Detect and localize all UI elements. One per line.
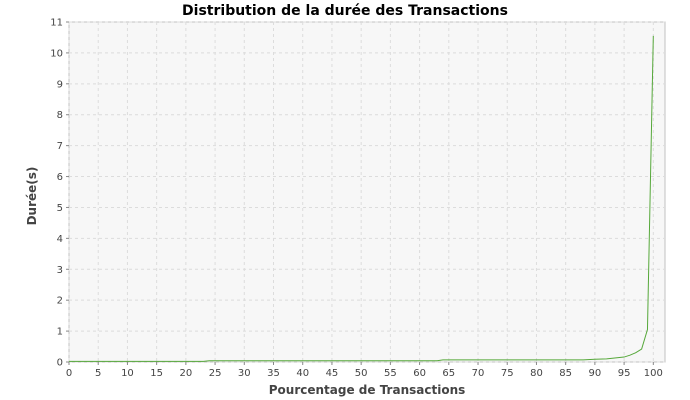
y-tick-label: 4 [57, 234, 63, 245]
y-tick-label: 10 [50, 48, 63, 59]
chart-title: Distribution de la durée des Transaction… [182, 3, 508, 19]
x-axis-title: Pourcentage de Transactions [269, 383, 466, 397]
x-tick-label: 15 [150, 368, 163, 379]
x-tick-label: 70 [472, 368, 485, 379]
x-tick-label: 100 [644, 368, 663, 379]
y-axis-title: Durée(s) [25, 167, 39, 226]
x-tick-label: 80 [530, 368, 543, 379]
y-tick-label: 8 [57, 110, 63, 121]
x-tick-label: 90 [589, 368, 602, 379]
y-tick-label: 0 [57, 358, 63, 369]
x-tick-label: 55 [384, 368, 397, 379]
y-tick-label: 6 [57, 172, 63, 183]
y-tick-label: 3 [57, 265, 63, 276]
x-tick-label: 85 [559, 368, 572, 379]
x-tick-label: 40 [296, 368, 309, 379]
x-tick-label: 75 [501, 368, 514, 379]
y-tick-label: 11 [50, 18, 63, 29]
x-tick-label: 0 [66, 368, 72, 379]
y-tick-label: 5 [57, 203, 63, 214]
x-tick-label: 65 [442, 368, 455, 379]
x-tick-label: 35 [267, 368, 280, 379]
y-tick-label: 9 [57, 79, 63, 90]
x-tick-label: 30 [238, 368, 251, 379]
y-tick-label: 2 [57, 296, 63, 307]
x-tick-label: 95 [618, 368, 631, 379]
series-line [69, 35, 654, 362]
plot-area [68, 21, 666, 363]
series-layer [69, 35, 654, 362]
x-tick-label: 10 [121, 368, 134, 379]
x-tick-label: 50 [355, 368, 368, 379]
x-tick-label: 45 [326, 368, 339, 379]
y-tick-label: 1 [57, 327, 63, 338]
x-tick-label: 20 [179, 368, 192, 379]
x-tick-label: 5 [95, 368, 101, 379]
axis-ticks: 0 5 10 15 20 25 30 35 40 45 50 55 60 65 70 75 80 85 90 95 10… [50, 18, 663, 380]
y-tick-label: 7 [57, 141, 63, 152]
grid-lines [68, 21, 665, 363]
x-tick-label: 60 [413, 368, 426, 379]
x-tick-label: 25 [209, 368, 222, 379]
